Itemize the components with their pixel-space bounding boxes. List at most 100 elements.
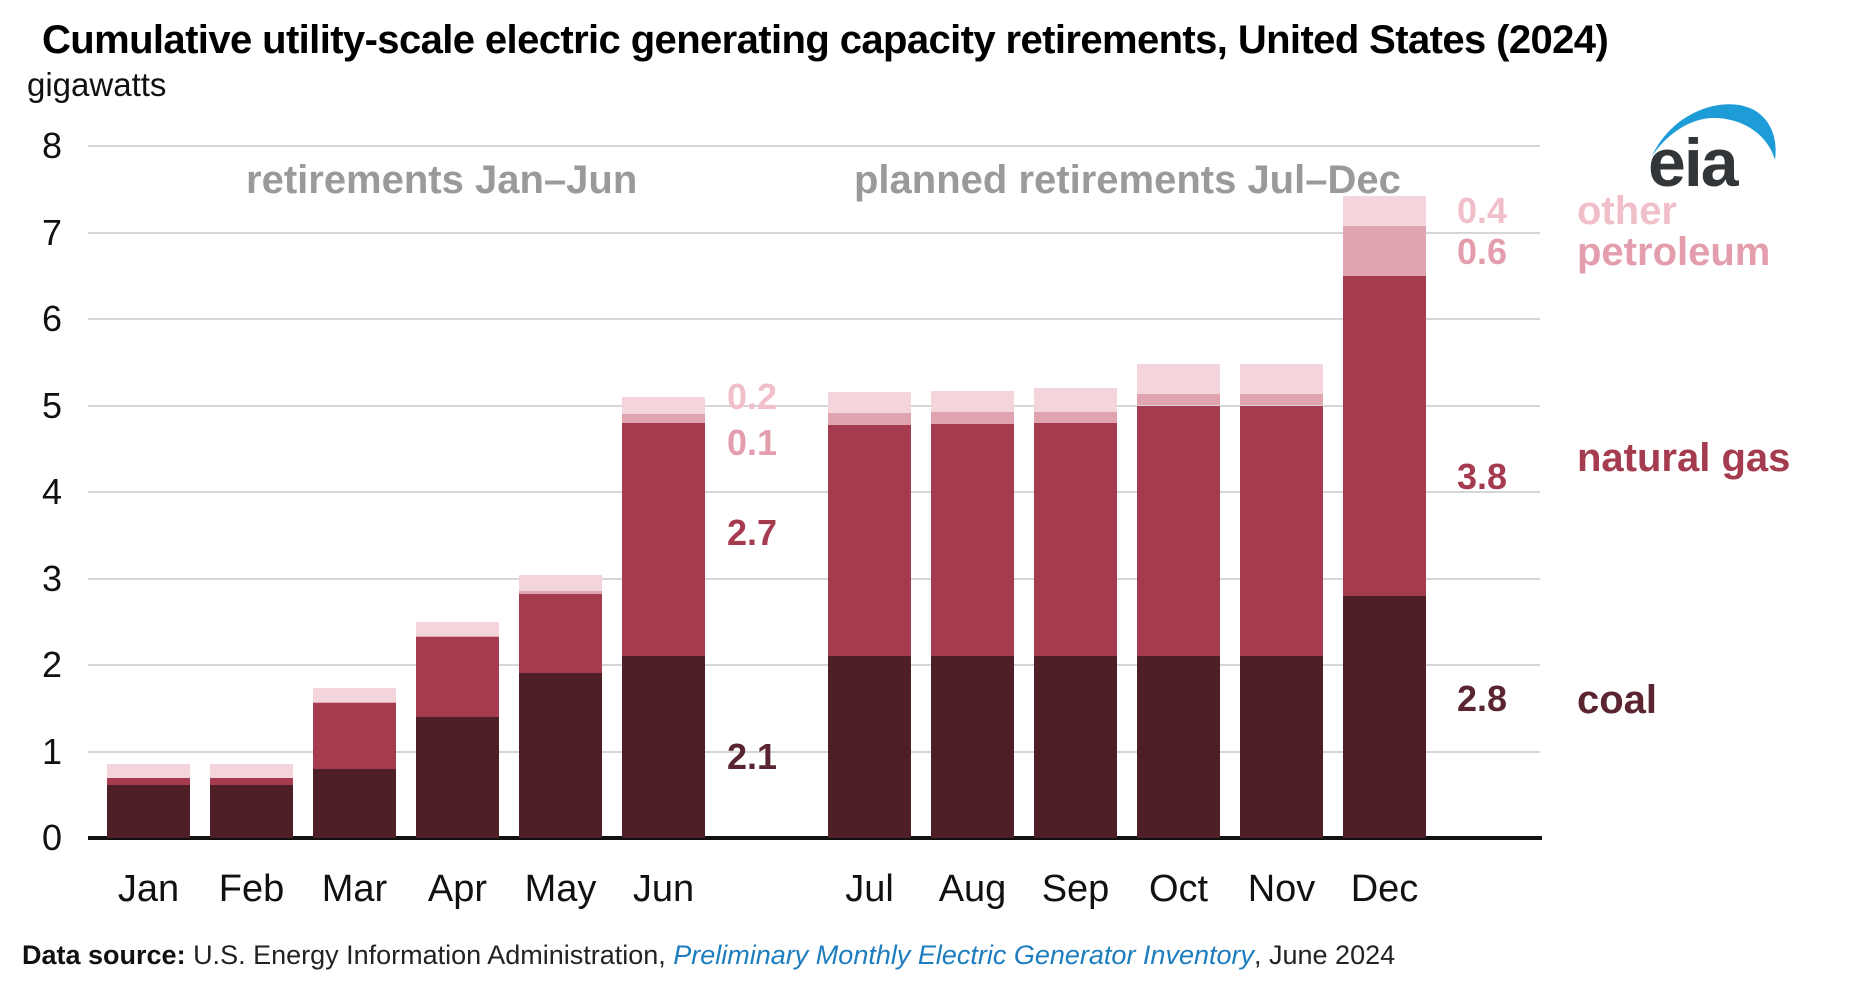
bar-aug-other <box>931 390 1014 413</box>
bar-sep-natural-gas <box>1034 422 1117 657</box>
page-title: Cumulative utility-scale electric genera… <box>42 18 1609 62</box>
gridline-2 <box>88 664 1540 666</box>
x-axis-label-nov: Nov <box>1247 868 1316 910</box>
bar-nov-petroleum <box>1240 394 1323 406</box>
bar-may-coal <box>519 672 602 838</box>
bar-sep-other <box>1034 388 1117 412</box>
bar-jul-coal <box>828 656 911 838</box>
x-axis-label-mar: Mar <box>321 868 388 910</box>
y-axis-tick-6: 6 <box>41 298 62 339</box>
y-axis-tick-2: 2 <box>41 644 62 685</box>
section-label-planned: planned retirements Jul–Dec <box>854 158 1401 202</box>
bar-feb-coal <box>210 785 293 838</box>
gridline-3 <box>88 577 1540 580</box>
bar-jan-other <box>107 764 190 779</box>
bar-sep-coal <box>1034 656 1117 838</box>
gridline-6 <box>88 318 1540 320</box>
eia-logo-swoosh-icon <box>1652 104 1776 160</box>
bar-oct-natural-gas <box>1137 405 1220 657</box>
value-label-dec-other: 0.4 <box>1457 190 1508 231</box>
value-label-dec-natural-gas: 3.8 <box>1457 456 1508 497</box>
bar-may-natural-gas <box>519 594 602 673</box>
bar-dec-coal <box>1343 595 1426 838</box>
gridline-1 <box>88 750 1540 753</box>
x-axis-line <box>88 836 1542 840</box>
bar-apr-petroleum <box>416 635 499 638</box>
bar-dec-petroleum <box>1343 226 1426 276</box>
bar-mar-other <box>313 688 396 703</box>
bar-feb-other <box>210 764 293 779</box>
data-source-note: Data source: U.S. Energy Information Adm… <box>22 940 1395 971</box>
value-label-jun-coal: 2.1 <box>727 736 778 777</box>
gridline-8 <box>88 145 1540 147</box>
x-axis-label-sep: Sep <box>1041 868 1110 910</box>
y-axis-tick-3: 3 <box>41 557 62 599</box>
value-label-jun-other: 0.2 <box>727 376 778 417</box>
bar-jun-other <box>622 396 705 415</box>
eia-logo-text: eia <box>1648 125 1740 190</box>
bar-jan-natural-gas <box>107 778 190 786</box>
x-axis-label-oct: Oct <box>1148 868 1209 910</box>
x-axis-label-dec: Dec <box>1350 868 1419 910</box>
y-axis-tick-7: 7 <box>41 211 62 253</box>
bar-aug-petroleum <box>931 412 1014 424</box>
bar-nov-natural-gas <box>1240 405 1323 657</box>
x-axis-label-may: May <box>524 868 597 910</box>
eia-logo: eia <box>1648 96 1780 201</box>
y-axis-tick-1: 1 <box>41 730 62 772</box>
bar-jun-coal <box>622 656 705 838</box>
bar-dec-other <box>1343 196 1426 227</box>
bar-jul-natural-gas <box>828 424 911 657</box>
bar-apr-natural-gas <box>416 637 499 717</box>
bar-jul-petroleum <box>828 413 911 425</box>
y-axis-tick-4: 4 <box>41 471 62 512</box>
data-source-link[interactable]: Preliminary Monthly Electric Generator I… <box>673 940 1254 970</box>
bar-mar-petroleum <box>313 702 396 704</box>
bar-jan-coal <box>107 785 190 838</box>
y-axis-tick-8: 8 <box>41 125 62 166</box>
bar-apr-coal <box>416 716 499 838</box>
bar-mar-coal <box>313 768 396 838</box>
gridline-4 <box>88 491 1540 493</box>
eia-logo-graphic: eia <box>1648 104 1776 201</box>
x-axis-label-jul: Jul <box>845 868 894 910</box>
bar-apr-other <box>416 621 499 636</box>
value-label-dec-petroleum: 0.6 <box>1457 231 1508 272</box>
section-label-actual: retirements Jan–Jun <box>246 158 638 202</box>
y-axis-tick-0: 0 <box>41 817 62 858</box>
data-source-prefix: Data source: <box>22 940 194 970</box>
data-source-org: U.S. Energy Information Administration, <box>193 940 674 970</box>
bar-jun-natural-gas <box>622 422 705 657</box>
legend-item-coal: coal <box>1577 678 1658 722</box>
data-source-suffix: , June 2024 <box>1254 940 1396 970</box>
bar-jun-petroleum <box>622 414 705 423</box>
x-axis-label-apr: Apr <box>427 868 488 910</box>
bar-dec-natural-gas <box>1343 275 1426 596</box>
gridline-7 <box>88 231 1540 234</box>
legend-item-natural-gas: natural gas <box>1577 436 1791 480</box>
bar-jul-other <box>828 391 911 414</box>
bar-may-petroleum <box>519 591 602 595</box>
value-label-dec-coal: 2.8 <box>1457 678 1508 719</box>
bar-may-other <box>519 575 602 592</box>
x-axis-label-feb: Feb <box>218 868 285 910</box>
bar-oct-coal <box>1137 656 1220 838</box>
x-axis-label-jun: Jun <box>632 868 695 910</box>
bar-sep-petroleum <box>1034 411 1117 423</box>
gridline-5 <box>88 404 1540 407</box>
value-label-jun-petroleum: 0.1 <box>727 422 778 463</box>
bar-mar-natural-gas <box>313 703 396 769</box>
legend-item-other: other <box>1577 189 1677 233</box>
bar-feb-natural-gas <box>210 778 293 786</box>
bar-nov-coal <box>1240 656 1323 838</box>
bar-aug-natural-gas <box>931 423 1014 657</box>
y-axis-unit-label: gigawatts <box>27 66 167 103</box>
bar-oct-other <box>1137 363 1220 395</box>
legend-item-petroleum: petroleum <box>1577 230 1771 274</box>
x-axis-label-jan: Jan <box>117 868 180 910</box>
bar-oct-petroleum <box>1137 394 1220 406</box>
bar-nov-other <box>1240 363 1323 395</box>
y-axis-tick-5: 5 <box>41 384 62 426</box>
bar-aug-coal <box>931 656 1014 838</box>
